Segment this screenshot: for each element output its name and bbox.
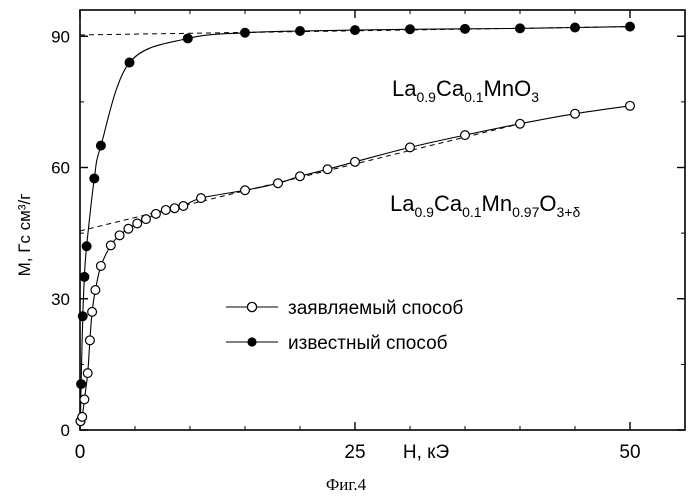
data-point-claimed [124,224,133,233]
data-point-known [80,272,89,281]
data-point-known [77,380,86,389]
legend-item-known: известный способ [226,333,448,354]
data-point-claimed [133,219,142,228]
legend: заявляемый способ известный способ [226,298,463,354]
y-axis-label: M, Гс см³/г [15,194,34,277]
data-point-claimed [516,119,525,128]
data-point-claimed [88,307,97,316]
fit-curves [81,27,631,422]
curve-label-known: La0.9Ca0.1MnO3 [392,76,539,105]
data-point-claimed [91,286,100,295]
data-point-claimed [274,179,283,188]
data-point-claimed [626,101,635,110]
data-point-claimed [142,215,151,224]
legend-label-claimed: заявляемый способ [288,298,463,319]
data-point-claimed [170,204,179,213]
data-point-claimed [296,172,305,181]
data-point-claimed [106,241,115,250]
data-point-known [97,141,106,150]
y-tick-label: 30 [51,290,70,309]
data-point-known [82,242,91,251]
data-point-known [406,25,415,34]
y-axis-ticks: 0 30 60 90 [51,27,685,440]
data-point-known [241,28,250,37]
data-point-claimed [78,412,87,421]
data-point-claimed [115,231,124,240]
data-point-known [571,23,580,32]
fit-curve-1 [81,106,631,422]
legend-label-known: известный способ [288,333,448,354]
data-point-claimed [179,202,188,211]
x-axis-label: H, кЭ [403,442,449,463]
x-axis-ticks: 0 25 50 [75,10,641,463]
data-point-claimed [197,194,206,203]
x-tick-label: 25 [344,442,365,463]
y-tick-label: 0 [61,421,70,440]
data-point-claimed [97,262,106,271]
curve-label-claimed: La0.9Ca0.1Mn0.97O3+δ [390,191,580,220]
data-point-claimed [241,186,250,195]
x-tick-label: 0 [75,442,86,463]
x-tick-label: 50 [619,442,640,463]
data-point-claimed [406,143,415,152]
data-point-known [516,24,525,33]
plot-frame [80,10,685,430]
legend-item-claimed: заявляемый способ [226,298,463,319]
y-tick-label: 60 [51,159,70,178]
data-point-claimed [351,157,360,166]
data-point-known [461,24,470,33]
legend-marker-open-circle [247,302,256,311]
data-point-known [90,174,99,183]
data-point-known [78,312,87,321]
data-points [76,22,634,425]
data-point-claimed [461,131,470,140]
y-tick-label: 90 [51,27,70,46]
data-point-known [183,34,192,43]
legend-marker-filled-circle [247,337,256,346]
data-point-claimed [161,206,170,215]
data-point-known [626,22,635,31]
data-point-known [296,27,305,36]
data-point-claimed [86,336,95,345]
axes-frame [80,10,685,430]
data-point-known [125,58,134,67]
data-point-claimed [80,395,89,404]
fit-curve-0 [81,27,631,422]
data-point-claimed [571,109,580,118]
data-point-claimed [152,209,161,218]
data-point-known [351,26,360,35]
data-point-claimed [83,369,92,378]
data-point-claimed [323,165,332,174]
figure-caption: Фиг.4 [326,475,367,494]
